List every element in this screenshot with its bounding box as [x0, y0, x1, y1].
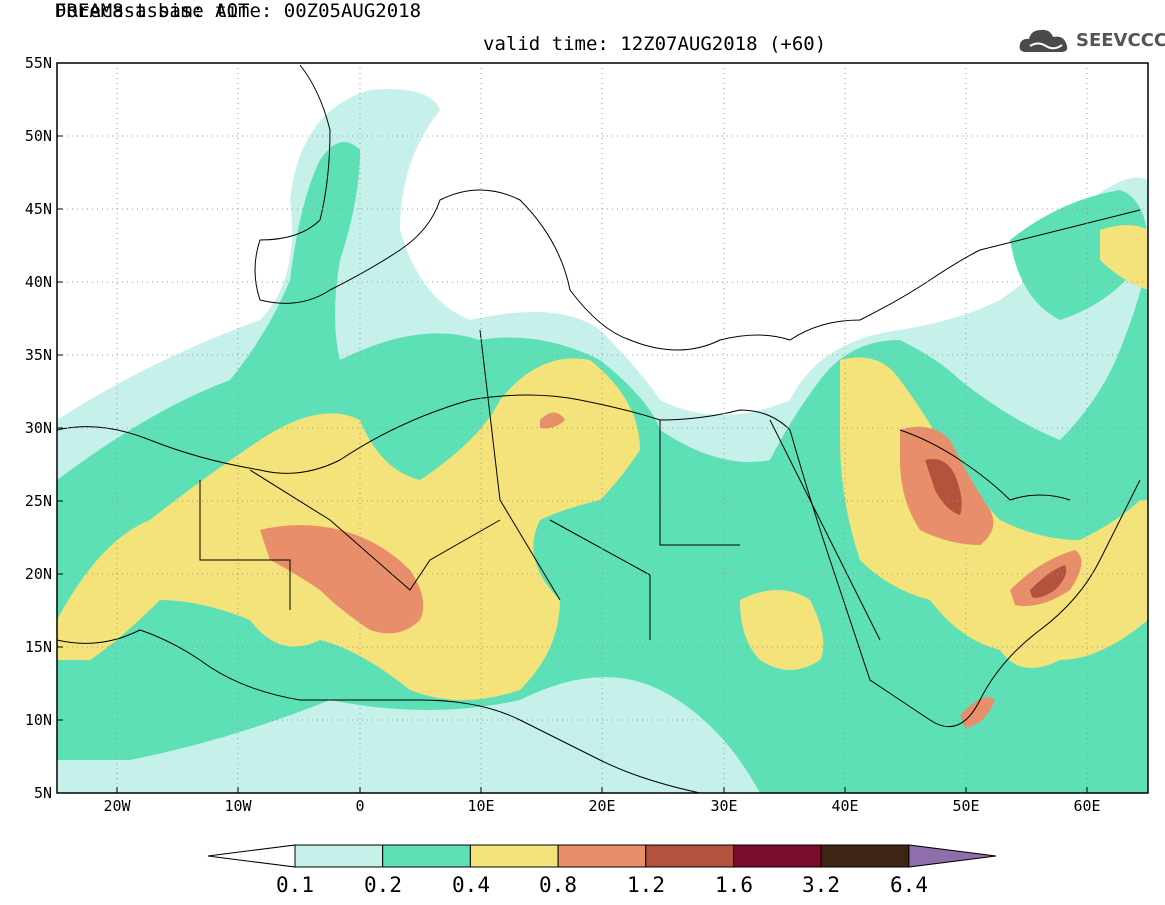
colorbar-labels: 0.1 0.2 0.4 0.8 1.2 1.6 3.2 6.4 — [276, 873, 928, 897]
colorbar-swatch — [733, 844, 822, 868]
colorbar-label: 0.2 — [364, 873, 402, 897]
colorbar-swatches — [207, 844, 997, 868]
latitude-labels: 55N 50N 45N 40N 35N 30N 25N 20N 15N 10N … — [25, 54, 52, 802]
lat-label: 45N — [25, 200, 52, 218]
colorbar-swatch-low — [207, 844, 296, 868]
colorbar-label: 6.4 — [890, 873, 928, 897]
colorbar-label: 0.1 — [276, 873, 314, 897]
logo-text: SEEVCCC — [1076, 30, 1165, 51]
colorbar-label: 0.4 — [452, 873, 490, 897]
lat-label: 40N — [25, 273, 52, 291]
title-line-1: DREAM8-assim: AOT — [55, 0, 250, 22]
colorbar-swatch — [645, 844, 734, 868]
lon-label: 50E — [952, 797, 979, 815]
lat-label: 25N — [25, 492, 52, 510]
logo: SEEVCCC — [1018, 24, 1165, 58]
lon-label: 60E — [1073, 797, 1100, 815]
lat-label: 5N — [34, 784, 52, 802]
lat-label: 20N — [25, 565, 52, 583]
colorbar-swatch — [820, 844, 910, 868]
lon-label: 20E — [588, 797, 615, 815]
coastlines — [57, 64, 1141, 793]
lon-label: 10E — [467, 797, 494, 815]
valid-time: valid time: 12Z07AUG2018 (+60) — [483, 33, 827, 55]
colorbar-swatch — [294, 844, 384, 868]
lat-label: 35N — [25, 346, 52, 364]
lon-label: 20W — [103, 797, 131, 815]
longitude-labels: 20W 10W 0 10E 20E 30E 40E 50E 60E — [103, 797, 1100, 815]
lat-label: 10N — [25, 711, 52, 729]
colorbar-swatch — [382, 844, 471, 868]
lon-label: 10W — [224, 797, 252, 815]
colorbar-swatch — [557, 844, 647, 868]
cloud-logo-icon — [1019, 29, 1068, 52]
colorbar-label: 1.2 — [627, 873, 665, 897]
lon-label: 40E — [831, 797, 858, 815]
lat-label: 50N — [25, 127, 52, 145]
lat-label: 30N — [25, 419, 52, 437]
colorbar-swatch-high — [908, 844, 997, 868]
title-line-2: Forecast base time: 00Z05AUG2018 — [55, 0, 422, 22]
colorbar-label: 0.8 — [539, 873, 577, 897]
colorbar-swatch — [469, 844, 559, 868]
lat-label: 55N — [25, 54, 52, 72]
gridlines — [57, 63, 1148, 793]
lon-label: 0 — [355, 797, 364, 815]
axis-ticks — [57, 62, 1088, 793]
colorbar-label: 1.6 — [715, 873, 753, 897]
lon-label: 30E — [710, 797, 737, 815]
lat-label: 15N — [25, 638, 52, 656]
colorbar-label: 3.2 — [802, 873, 840, 897]
